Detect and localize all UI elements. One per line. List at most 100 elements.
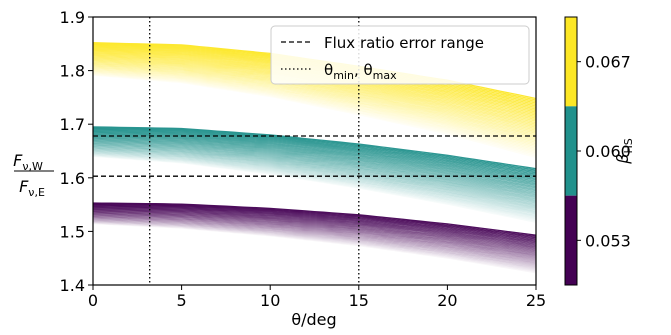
svg-text:Fν,W: Fν,W: [13, 151, 43, 173]
legend: Flux ratio error range θmin, θmax: [270, 25, 530, 85]
band-1-curve: [93, 138, 536, 192]
band-2-curve: [93, 212, 536, 254]
band-1-curve: [93, 131, 536, 179]
band-1-curve: [93, 151, 536, 215]
band-2-curve: [93, 204, 536, 240]
colorbar-tick-label: 0.060: [585, 142, 631, 161]
band-1-curve: [93, 128, 536, 174]
band-0-curve: [93, 69, 536, 150]
band-0-curve: [93, 64, 536, 140]
band-0-curve: [93, 72, 536, 156]
band-2-curve: [93, 217, 536, 263]
band-2-curve: [93, 217, 536, 265]
colorbar: 0.067 0.060 0.053: [564, 16, 631, 286]
band-2-curve: [93, 218, 536, 266]
band-2-curve: [93, 220, 536, 269]
band-1-curve: [93, 133, 536, 184]
band-2-curve: [93, 220, 536, 270]
x-tick-label: 0: [88, 291, 98, 310]
legend-box: [270, 25, 530, 85]
band-1-curve: [93, 142, 536, 199]
band-1-curve: [93, 141, 536, 197]
y-tick-label: 1.6: [60, 169, 85, 188]
band-2-curve: [93, 222, 536, 273]
band-2-curve: [93, 221, 536, 271]
band-1-curve: [93, 143, 536, 201]
band-1-curve: [93, 139, 536, 195]
band-2-curve: [93, 213, 536, 257]
band-0-curve: [93, 66, 536, 143]
band-0-curve: [93, 74, 536, 159]
band-0-curve: [93, 67, 536, 146]
band-2-curve: [93, 208, 536, 248]
band-1-curve: [93, 154, 536, 222]
band-0-curve: [93, 61, 536, 134]
colorbar-tick-label: 0.067: [585, 53, 631, 72]
band-0-curve: [93, 70, 536, 151]
band-1-curve: [93, 140, 536, 196]
band-1-curve: [93, 152, 536, 218]
band-2-curve: [93, 207, 536, 245]
x-axis-ticks: 0 5 10 15 20 25: [88, 285, 546, 310]
band-2-curve: [93, 215, 536, 260]
x-axis-label: θ/deg: [291, 310, 336, 329]
band-1-curve: [93, 136, 536, 188]
band-0-curve: [93, 63, 536, 139]
band-1-curve: [93, 130, 536, 177]
band-1-curve: [93, 127, 536, 173]
x-tick-label: 15: [349, 291, 369, 310]
y-tick-label: 1.8: [60, 62, 85, 81]
band-1-curve: [93, 150, 536, 214]
band-1-curve: [93, 145, 536, 204]
band-1-curve: [93, 153, 536, 219]
svg-text:Fν,E: Fν,E: [19, 177, 45, 199]
band-1-curve: [93, 151, 536, 217]
band-1-curve: [93, 147, 536, 208]
colorbar-segment: [565, 195, 577, 285]
band-0-curve: [93, 62, 536, 136]
band-2-curve: [93, 222, 536, 274]
band-1-curve: [93, 130, 536, 178]
band-2-curve: [93, 211, 536, 253]
colorbar-segment: [565, 17, 577, 107]
plot-frame: [92, 16, 537, 286]
band-2-curve: [93, 214, 536, 258]
band-1-curve: [93, 139, 536, 193]
band-1-curve: [93, 126, 536, 170]
band-1-curve: [93, 135, 536, 186]
y-axis-label: Fν,W Fν,E: [13, 151, 54, 199]
y-axis-ticks: 1.4 1.5 1.6 1.7 1.8 1.9: [60, 8, 93, 295]
band-0-curve: [93, 71, 536, 153]
band-2-curve: [93, 210, 536, 251]
colorbar-label: βHS: [613, 138, 635, 164]
band-0-curve: [93, 62, 536, 137]
colorbar-segment: [565, 106, 577, 196]
band-2-curve: [93, 205, 536, 241]
band-beta-0.06: [93, 126, 536, 223]
band-2-curve: [93, 206, 536, 244]
y-tick-label: 1.9: [60, 8, 85, 27]
band-1-curve: [93, 155, 536, 223]
y-tick-label: 1.5: [60, 222, 85, 241]
band-1-curve: [93, 134, 536, 185]
band-2-curve: [93, 205, 536, 243]
band-2-curve: [93, 215, 536, 261]
band-1-curve: [93, 142, 536, 200]
band-beta-0.053: [93, 202, 536, 274]
band-0-curve: [93, 65, 536, 142]
band-1-curve: [93, 129, 536, 175]
band-1-curve: [93, 144, 536, 203]
band-2-curve: [93, 203, 536, 238]
band-2-curve: [93, 210, 536, 252]
band-1-curve: [93, 145, 536, 206]
x-tick-label: 5: [177, 291, 187, 310]
x-tick-label: 20: [437, 291, 457, 310]
band-1-curve: [93, 148, 536, 211]
band-2-curve: [93, 208, 536, 247]
band-2-curve: [93, 209, 536, 249]
legend-label-flux-ratio: Flux ratio error range: [324, 34, 484, 52]
band-1-curve: [93, 148, 536, 210]
band-2-curve: [93, 202, 536, 236]
band-1-curve: [93, 154, 536, 221]
band-2-curve: [93, 213, 536, 256]
